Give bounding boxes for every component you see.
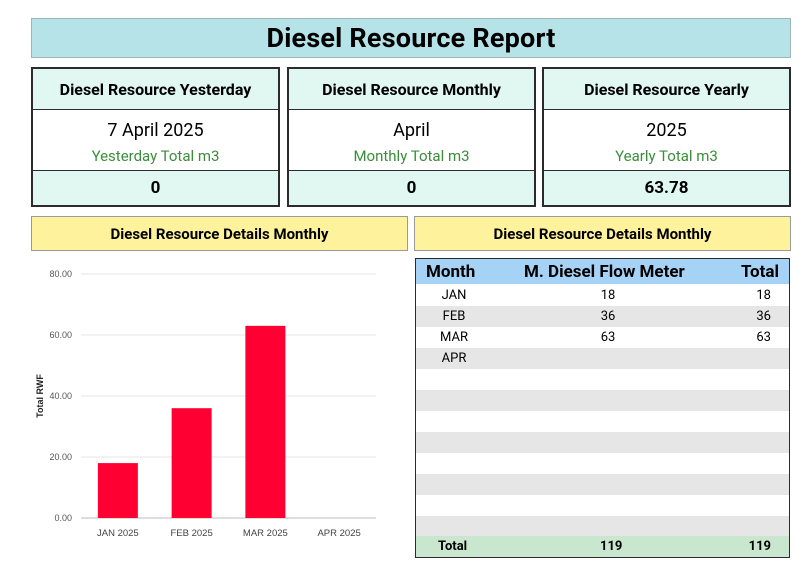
card-header: Diesel Resource Yesterday [33, 69, 278, 110]
card-monthly: Diesel Resource Monthly April Monthly To… [287, 67, 536, 207]
monthly-details-table: Month M. Diesel Flow Meter Total JAN 18 18… [415, 258, 790, 558]
col-header-month: Month [426, 262, 476, 282]
footer-flow-meter-total: 119 [600, 539, 623, 554]
table-empty-row [416, 495, 789, 516]
card-total: 63.78 [544, 170, 789, 205]
y-tick-label: 80.00 [49, 269, 72, 279]
card-header: Diesel Resource Monthly [289, 69, 534, 110]
card-yesterday: Diesel Resource Yesterday 7 April 2025 Y… [31, 67, 280, 207]
card-total: 0 [289, 170, 534, 205]
bar [171, 408, 212, 518]
report-title-bar: Diesel Resource Report [31, 18, 791, 58]
card-value: April [393, 120, 430, 141]
card-total: 0 [33, 170, 278, 205]
cell-month: JAN [441, 288, 467, 303]
x-tick-label: MAR 2025 [243, 528, 288, 539]
cell-month: MAR [440, 330, 468, 345]
card-value: 7 April 2025 [107, 120, 204, 141]
x-tick-label: FEB 2025 [171, 528, 213, 539]
cell-month: APR [441, 351, 467, 366]
x-tick-label: JAN 2025 [97, 528, 139, 539]
table-empty-row [416, 432, 789, 453]
y-tick-label: 40.00 [49, 391, 72, 401]
table-row: FEB 36 36 [416, 306, 789, 327]
card-subtitle: Monthly Total m3 [353, 147, 470, 165]
table-section-header: Diesel Resource Details Monthly [414, 216, 791, 251]
card-subtitle: Yesterday Total m3 [91, 147, 220, 165]
card-header: Diesel Resource Yearly [544, 69, 789, 110]
table-row: MAR 63 63 [416, 327, 789, 348]
table-empty-row [416, 369, 789, 390]
cell-flow-meter: 18 [600, 288, 616, 303]
cell-total: 63 [756, 330, 771, 345]
col-header-flow-meter: M. Diesel Flow Meter [524, 262, 685, 282]
report-title: Diesel Resource Report [266, 22, 556, 54]
y-axis-label: Total RWF [35, 374, 45, 418]
col-header-total: Total [740, 262, 779, 282]
table-footer-row: Total 119 119 [416, 536, 789, 557]
table-row: APR [416, 348, 789, 369]
table-empty-row [416, 390, 789, 411]
card-yearly: Diesel Resource Yearly 2025 Yearly Total… [542, 67, 791, 207]
bar [245, 325, 286, 518]
table-empty-row [416, 516, 789, 537]
y-tick-label: 20.00 [49, 452, 72, 462]
table-empty-row [416, 453, 789, 474]
cell-month: FEB [442, 309, 466, 324]
monthly-bar-chart: 0.00 20.00 40.00 60.00 80.00 JAN 2025 FEB 2025… [35, 269, 376, 539]
table-empty-row [416, 474, 789, 495]
y-tick-label: 0.00 [54, 513, 72, 523]
cell-flow-meter: 36 [600, 309, 616, 324]
cell-total: 18 [756, 288, 771, 303]
card-value: 2025 [646, 120, 687, 141]
x-tick-label: APR 2025 [317, 528, 360, 539]
cell-flow-meter: 63 [600, 330, 616, 345]
bar [97, 463, 138, 518]
table-row: JAN 18 18 [416, 285, 789, 306]
table-empty-row [416, 411, 789, 432]
chart-section-header: Diesel Resource Details Monthly [31, 216, 408, 251]
table-header-row: Month M. Diesel Flow Meter Total [416, 259, 789, 284]
card-subtitle: Yearly Total m3 [615, 147, 718, 165]
y-tick-label: 60.00 [49, 330, 72, 340]
footer-label: Total [438, 539, 468, 554]
cell-total: 36 [756, 309, 771, 324]
footer-total: 119 [748, 539, 771, 554]
